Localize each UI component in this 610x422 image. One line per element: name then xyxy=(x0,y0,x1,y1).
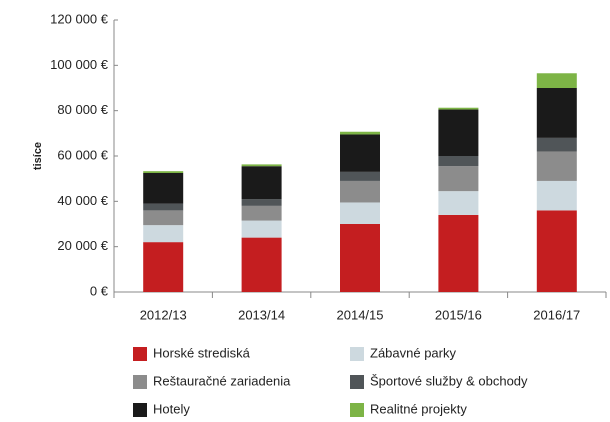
bar-segment xyxy=(241,220,282,238)
bar-segment xyxy=(438,214,479,292)
bar-segment xyxy=(143,225,184,243)
bar-segment xyxy=(438,109,479,156)
y-tick-label: 120 000 € xyxy=(50,11,109,26)
bar-segment xyxy=(438,166,479,192)
legend-swatch xyxy=(133,403,147,417)
bar-segment xyxy=(438,191,479,215)
y-tick-label: 40 000 € xyxy=(57,193,108,208)
legend-swatch xyxy=(350,403,364,417)
bar-segment xyxy=(340,131,380,135)
bar-segment xyxy=(536,137,577,152)
legend-label: Zábavné parky xyxy=(370,345,456,360)
bar-segment xyxy=(340,202,380,224)
bar-segment xyxy=(536,210,577,292)
legend-label: Hotely xyxy=(153,401,190,416)
bar-segment xyxy=(536,88,577,138)
x-tick-label: 2016/17 xyxy=(533,307,580,322)
bar-segment xyxy=(241,166,282,200)
bar-segment xyxy=(143,171,184,173)
x-tick-label: 2013/14 xyxy=(238,307,285,322)
bar-segment xyxy=(143,173,184,204)
bar-segment xyxy=(340,134,380,172)
y-axis-label: tisíce xyxy=(32,142,44,170)
bar-segment xyxy=(241,237,282,292)
bar-segment xyxy=(241,164,282,167)
bar-segment xyxy=(340,171,380,181)
y-tick-label: 60 000 € xyxy=(57,147,108,162)
bar-segment xyxy=(241,205,282,221)
y-tick-label: 100 000 € xyxy=(50,57,109,72)
legend-label: Horské strediská xyxy=(153,345,251,360)
bar-segment xyxy=(143,210,184,226)
legend-label: Reštauračné zariadenia xyxy=(153,373,291,388)
bar-segment xyxy=(143,242,184,292)
bar-segment xyxy=(536,73,577,88)
bar-segment xyxy=(438,107,479,110)
bar-segment xyxy=(536,151,577,181)
bar-segment xyxy=(241,199,282,206)
bar-segment xyxy=(438,156,479,167)
bar-segment xyxy=(340,180,380,203)
x-tick-label: 2015/16 xyxy=(435,307,482,322)
legend-label: Športové služby & obchody xyxy=(370,373,528,388)
y-tick-label: 20 000 € xyxy=(57,238,108,253)
legend-swatch xyxy=(350,347,364,361)
y-tick-label: 80 000 € xyxy=(57,102,108,117)
x-tick-label: 2014/15 xyxy=(337,307,384,322)
legend-swatch xyxy=(133,347,147,361)
legend-swatch xyxy=(133,375,147,389)
legend-label: Realitné projekty xyxy=(370,401,467,416)
bar-segment xyxy=(340,224,380,292)
y-tick-label: 0 € xyxy=(90,283,109,298)
legend-swatch xyxy=(350,375,364,389)
bar-segment xyxy=(143,203,184,211)
x-tick-label: 2012/13 xyxy=(140,307,187,322)
bar-segment xyxy=(536,180,577,211)
